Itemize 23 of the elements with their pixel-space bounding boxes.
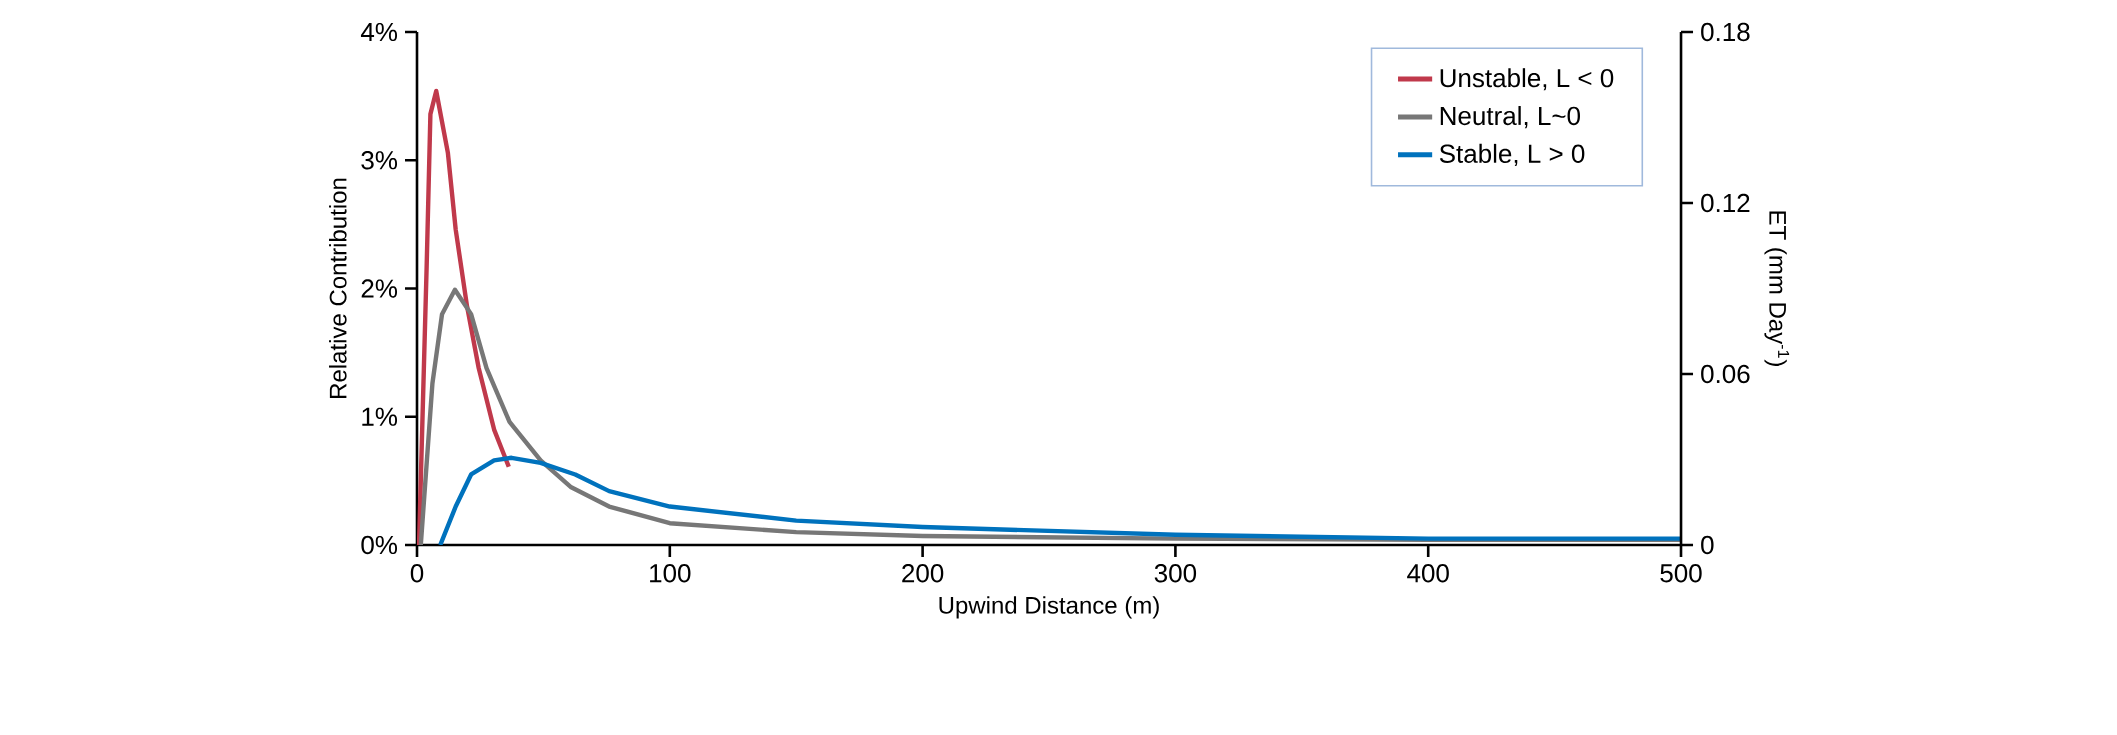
y-tick-label: 3%: [361, 151, 398, 170]
x-tick-label: 0: [410, 564, 424, 583]
x-tick-label: 100: [650, 564, 691, 583]
y2-tick-label: 0.12: [1701, 193, 1750, 213]
legend-label: Neutral, L~0: [1440, 106, 1580, 129]
x-axis-title: Upwind Distance (m): [939, 596, 1159, 619]
x-tick-label: 200: [902, 564, 944, 583]
y2-axis-title: ET (mm Day$^{-1}$): [1764, 211, 1790, 366]
y-tick-label: 0%: [361, 535, 398, 555]
y2-tick-label: 0.06: [1701, 364, 1750, 384]
x-tick-label: 300: [1154, 564, 1197, 583]
y-axis-title: Relative Contribution: [329, 178, 347, 398]
y-tick-label: 4%: [360, 22, 398, 42]
legend-label: Stable, L > 0: [1439, 143, 1585, 167]
y-tick-label: 2%: [361, 279, 398, 298]
y2-tick-label: 0: [1701, 535, 1714, 555]
line-series: [417, 88, 511, 545]
line-series: [438, 455, 1681, 545]
legend-label: Unstable, L < 0: [1440, 68, 1614, 91]
x-tick-label: 400: [1407, 564, 1449, 583]
y2-tick-label: 0.18: [1701, 22, 1750, 42]
x-tick-label: 500: [1660, 564, 1702, 583]
y-tick-label: 1%: [362, 407, 398, 426]
